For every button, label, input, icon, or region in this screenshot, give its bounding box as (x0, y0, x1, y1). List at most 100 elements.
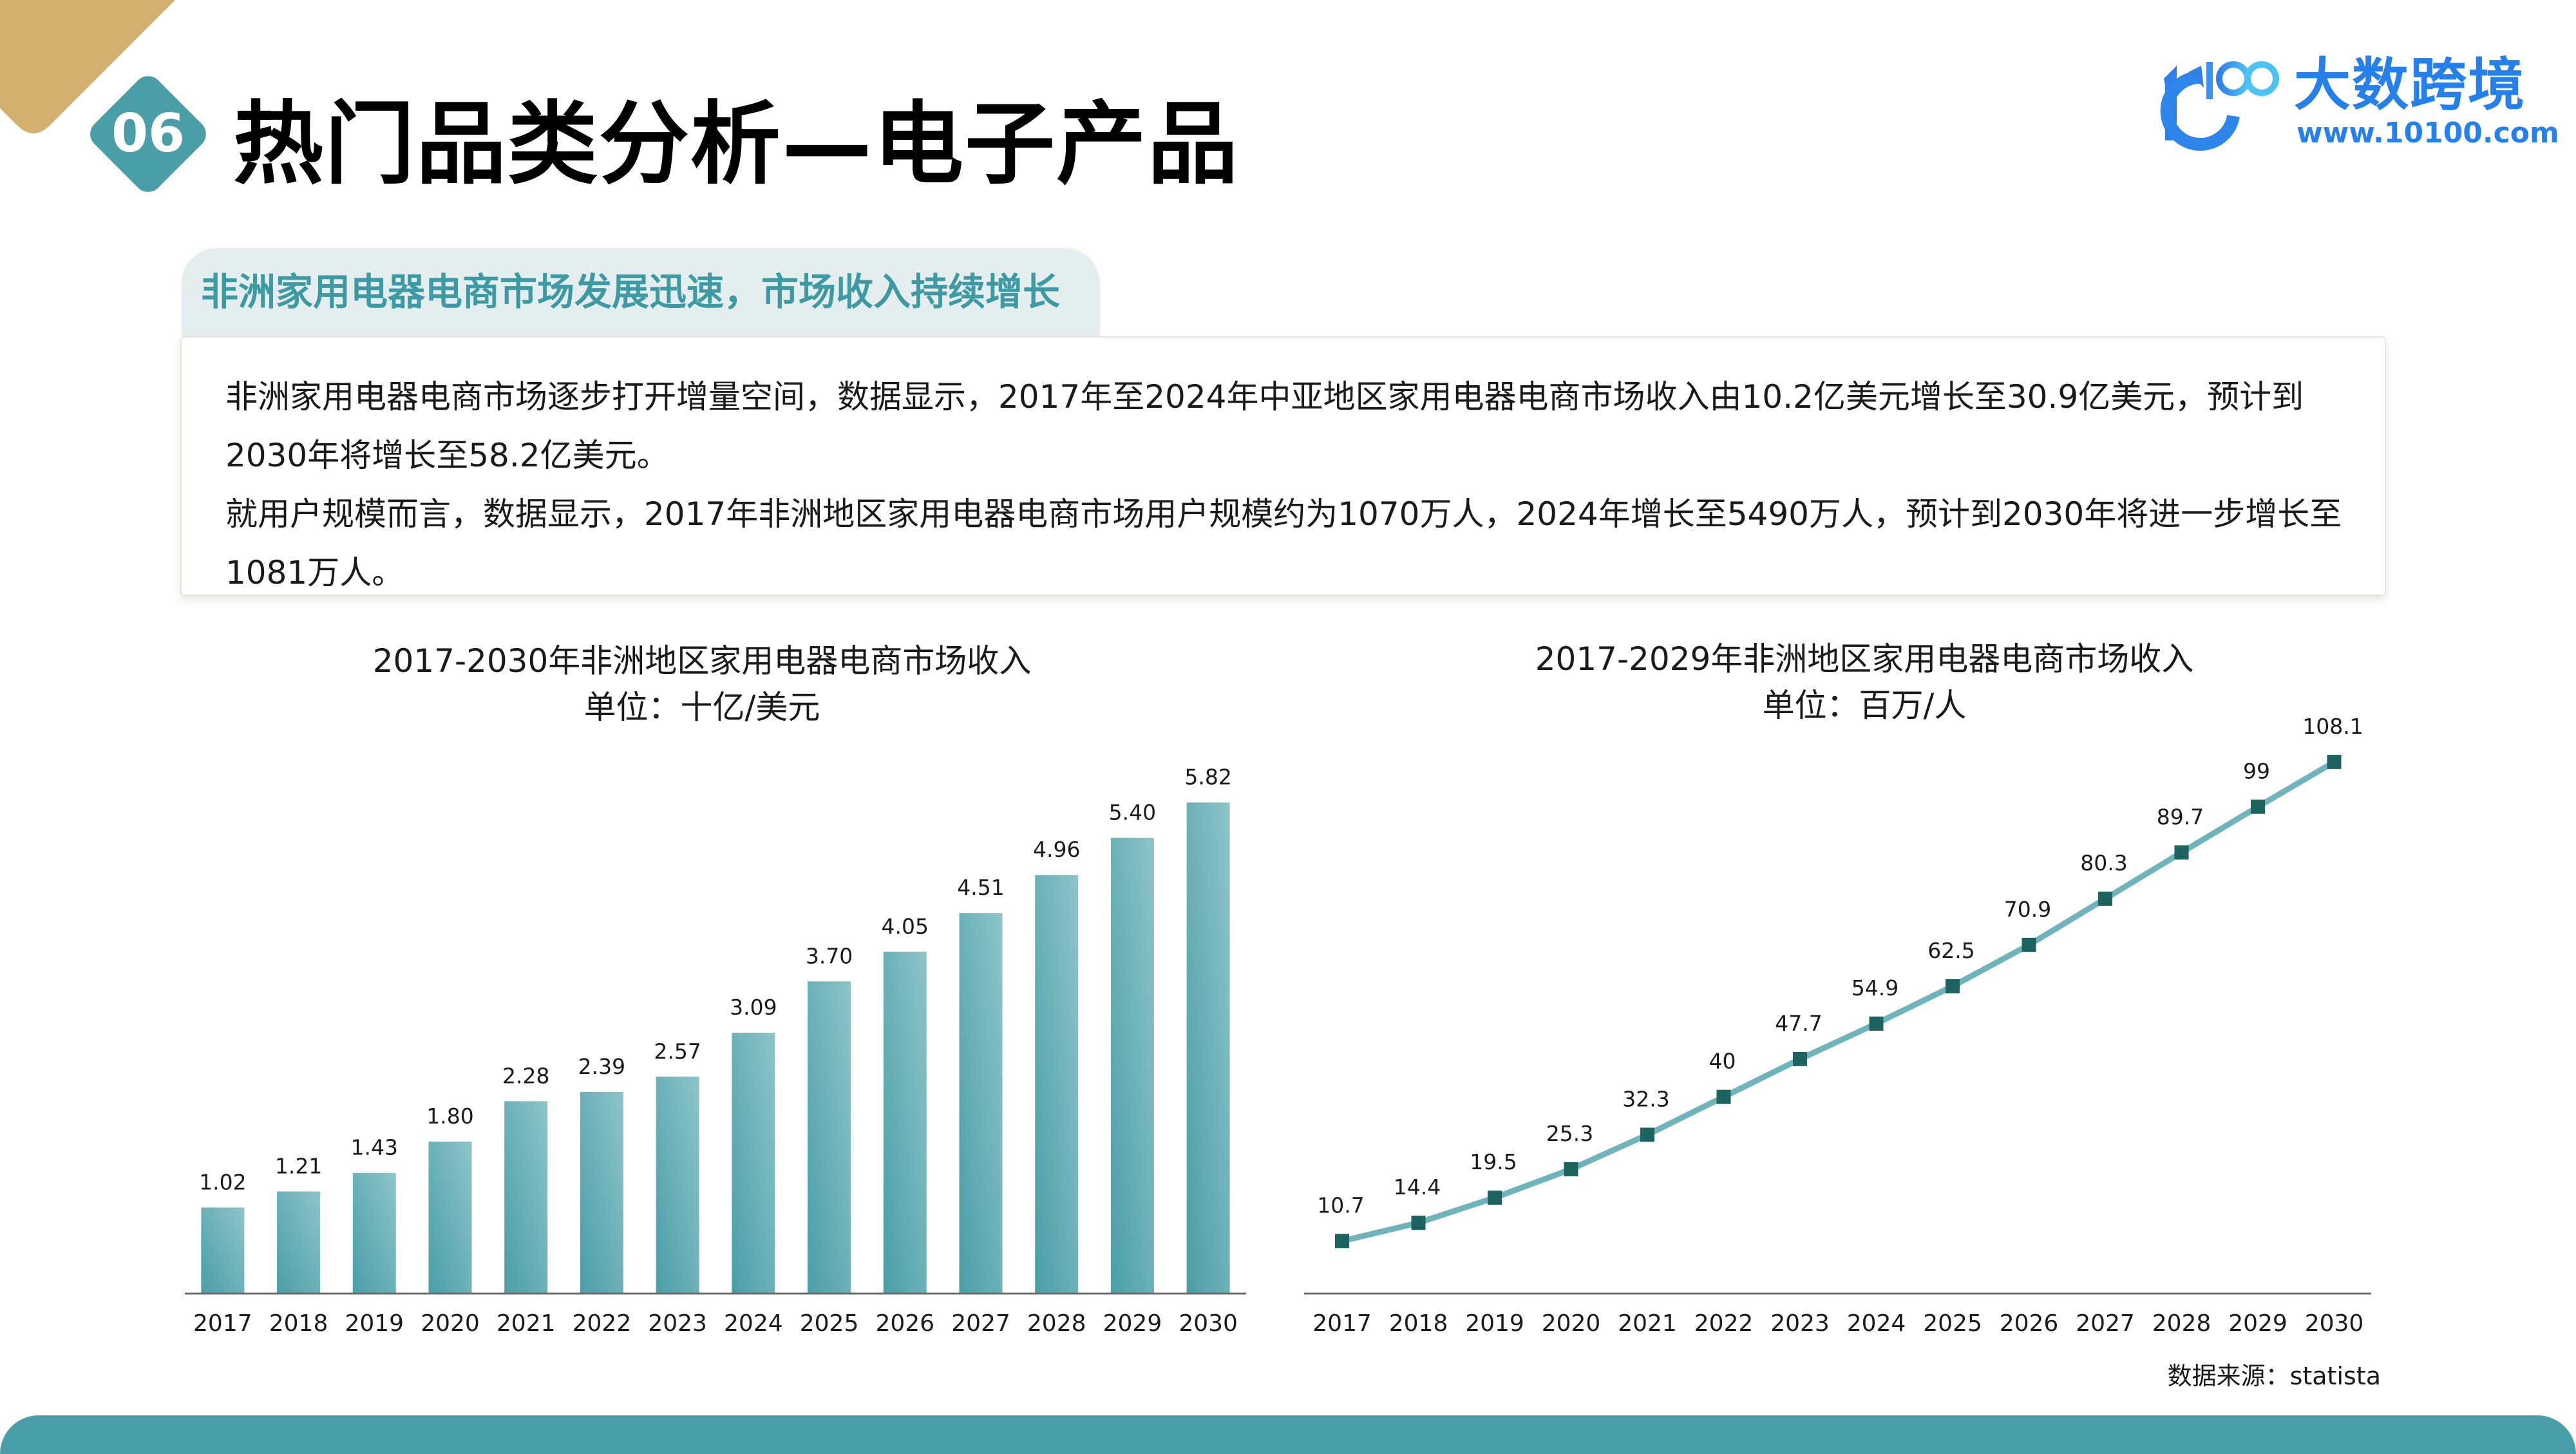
logo-url: www.10100.com (2297, 117, 2559, 149)
x-tick-label: 2020 (1542, 1310, 1601, 1337)
x-tick-label: 2025 (800, 1310, 859, 1337)
x-tick-label: 2018 (269, 1310, 328, 1337)
x-tick-label: 2018 (1389, 1310, 1448, 1337)
logo-10100-icon: 10100 (2160, 61, 2279, 151)
x-tick-label: 2027 (2076, 1310, 2135, 1337)
page-title: 热门品类分析—电子产品 (233, 92, 1240, 197)
x-tick-label: 2024 (724, 1310, 783, 1337)
point-value-label: 32.3 (1622, 1086, 1669, 1111)
logo-name: 大数跨境 (2294, 52, 2526, 118)
x-tick-label: 2026 (2000, 1310, 2059, 1337)
x-tick-label: 2022 (573, 1310, 632, 1337)
data-point-marker (1488, 1191, 1502, 1205)
x-tick-label: 2023 (648, 1310, 707, 1337)
bar-value-label: 5.82 (1184, 765, 1231, 790)
x-tick-label: 2025 (1923, 1310, 1982, 1337)
bar (883, 952, 927, 1294)
x-tick-label: 2029 (1103, 1310, 1162, 1337)
x-tick-label: 2024 (1847, 1310, 1906, 1337)
bar-value-label: 2.57 (654, 1038, 701, 1064)
series-line (1341, 759, 2336, 1244)
x-tick-label: 2030 (1179, 1310, 1238, 1337)
bar-value-label: 4.51 (957, 875, 1004, 900)
x-tick-label: 2028 (2152, 1310, 2211, 1337)
x-tick-label: 2029 (2228, 1310, 2287, 1337)
x-tick-label: 2021 (497, 1310, 556, 1337)
bar-value-label: 5.40 (1109, 800, 1156, 825)
bar (1110, 837, 1154, 1294)
bar (656, 1076, 699, 1294)
x-tick-label: 2017 (1312, 1310, 1372, 1337)
data-point-marker (2098, 892, 2112, 906)
point-value-label: 19.5 (1470, 1149, 1517, 1174)
bar-value-label: 1.80 (426, 1104, 473, 1129)
bar (504, 1101, 548, 1294)
bar-chart-title: 2017-2030年非洲地区家用电器电商市场收入 (372, 642, 1032, 680)
bar (580, 1091, 623, 1294)
bar (428, 1142, 472, 1294)
line-chart-title: 2017-2029年非洲地区家用电器电商市场收入 (1535, 640, 2194, 678)
x-tick-label: 2027 (951, 1310, 1010, 1337)
bar (352, 1172, 396, 1294)
bar-chart-revenue: 1.02 2017 1.21 2018 1.43 2019 1.80 2020 2.28 2021… (185, 765, 1246, 1337)
bar-value-label: 3.09 (730, 995, 777, 1020)
bar-value-label: 1.21 (275, 1153, 322, 1178)
x-tick-label: 2030 (2305, 1310, 2364, 1337)
data-source-note: 数据来源：statista (2167, 1362, 2381, 1390)
bar (732, 1033, 775, 1294)
data-point-marker (1564, 1162, 1578, 1176)
data-point-marker (1411, 1216, 1426, 1230)
brand-logo: 10100 大数跨境 www.10100.com (2151, 52, 2559, 155)
gold-corner-shape (0, 0, 175, 133)
point-value-label: 70.9 (2004, 897, 2051, 922)
summary-paragraph-users: 就用户规模而言，数据显示，2017年非洲地区家用电器电商市场用户规模约为1070… (225, 495, 2342, 591)
bar-value-label: 2.28 (502, 1063, 549, 1088)
bar (277, 1191, 321, 1294)
x-tick-label: 2023 (1770, 1310, 1830, 1337)
bar-value-label: 1.02 (199, 1169, 246, 1194)
bar-value-label: 1.43 (351, 1135, 398, 1160)
data-point-marker (1640, 1127, 1654, 1142)
data-point-marker (1869, 1016, 1884, 1031)
bar (959, 913, 1003, 1294)
data-point-marker (2251, 799, 2265, 814)
data-point-marker (2174, 845, 2189, 860)
point-value-label: 80.3 (2080, 850, 2127, 875)
summary-paragraph-revenue: 非洲家用电器电商市场逐步打开增量空间，数据显示，2017年至2024年中亚地区家… (225, 378, 2304, 474)
point-value-label: 54.9 (1852, 975, 1899, 1000)
bar-value-label: 4.05 (882, 914, 929, 939)
x-tick-label: 2019 (1465, 1310, 1524, 1337)
bar-value-label: 3.70 (806, 943, 853, 968)
point-value-label: 47.7 (1775, 1011, 1822, 1036)
bar-value-label: 2.39 (578, 1054, 625, 1079)
bar (201, 1207, 245, 1294)
point-value-label: 62.5 (1927, 938, 1975, 963)
data-point-marker (2022, 937, 2036, 952)
footer-bar (0, 1415, 2576, 1454)
data-point-marker (1716, 1089, 1731, 1104)
x-tick-label: 2019 (345, 1310, 404, 1337)
x-tick-label: 2028 (1027, 1310, 1086, 1337)
bar (808, 981, 851, 1294)
line-chart-unit: 单位：百万/人 (1762, 687, 1967, 724)
point-value-label: 99 (2243, 758, 2270, 783)
point-value-label: 10.7 (1317, 1192, 1364, 1218)
data-point-marker (1946, 979, 1960, 993)
data-point-marker (2327, 754, 2342, 769)
summary-panel: 非洲家用电器电商市场逐步打开增量空间，数据显示，2017年至2024年中亚地区家… (180, 336, 2386, 596)
point-value-label: 40 (1709, 1049, 1736, 1074)
x-tick-label: 2020 (421, 1310, 480, 1337)
point-value-label: 108.1 (2302, 714, 2363, 739)
corner-decoration (0, 0, 175, 133)
summary-heading-tab: 非洲家用电器电商市场发展迅速，市场收入持续增长 (182, 248, 1100, 336)
line-chart-users: 10.7 2017 14.4 2018 19.5 2019 25.3 2020 32.3 2021… (1304, 714, 2371, 1337)
data-point-marker (1793, 1051, 1807, 1066)
section-number: 06 (111, 103, 185, 164)
point-value-label: 89.7 (2157, 804, 2204, 829)
bar-chart-unit: 单位：十亿/美元 (583, 689, 820, 726)
x-tick-label: 2021 (1618, 1310, 1677, 1337)
point-value-label: 14.4 (1394, 1174, 1441, 1200)
summary-heading: 非洲家用电器电商市场发展迅速，市场收入持续增长 (201, 270, 1061, 314)
bar (1035, 875, 1079, 1294)
